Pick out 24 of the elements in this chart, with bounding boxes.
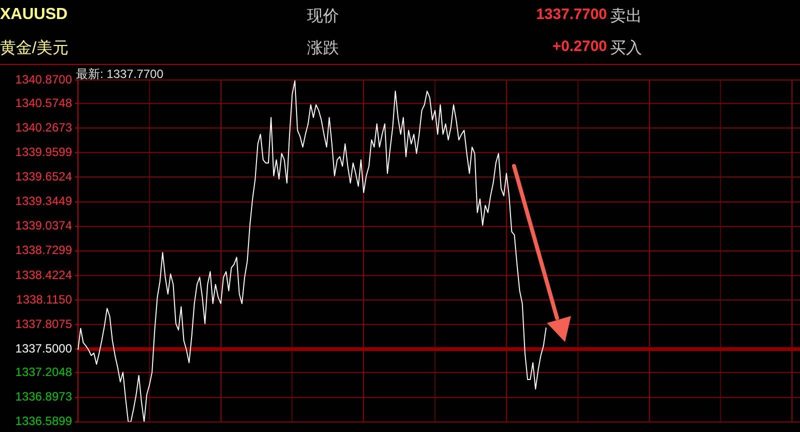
y-tick-label: 1338.1150: [16, 292, 72, 306]
chart-title: XAUUSD: [0, 6, 68, 24]
y-tick-label: 1340.5748: [15, 96, 72, 110]
text: 涨跌: [307, 39, 339, 59]
text: 买入: [610, 38, 642, 59]
y-tick-label: 1340.8700: [15, 72, 72, 86]
text: +0.2700: [552, 38, 607, 55]
y-tick-label: 1337.2048: [15, 365, 72, 380]
y-tick-label: 1339.0374: [15, 218, 72, 233]
text: 卖出: [610, 6, 642, 27]
y-tick-label: 1338.7299: [15, 243, 72, 258]
y-tick-label: 1337.8075: [15, 316, 72, 331]
text: 现价: [307, 7, 339, 27]
y-tick-label: 1337.5000: [15, 341, 72, 356]
annotation: 最新: 1337.7700: [76, 66, 164, 83]
y-tick-label: 1339.6524: [15, 170, 72, 184]
text: 1337.7700: [536, 6, 607, 23]
y-tick-label: 1336.8973: [15, 390, 72, 404]
chart-subtitle: 黄金/美元: [0, 38, 68, 59]
y-tick-label: 1338.4224: [15, 268, 72, 282]
y-tick-label: 1339.9599: [15, 144, 72, 159]
y-tick-label: 1336.5899: [15, 414, 72, 428]
y-tick-label: 1340.2673: [15, 120, 72, 134]
y-tick-label: 1339.3449: [15, 194, 72, 208]
